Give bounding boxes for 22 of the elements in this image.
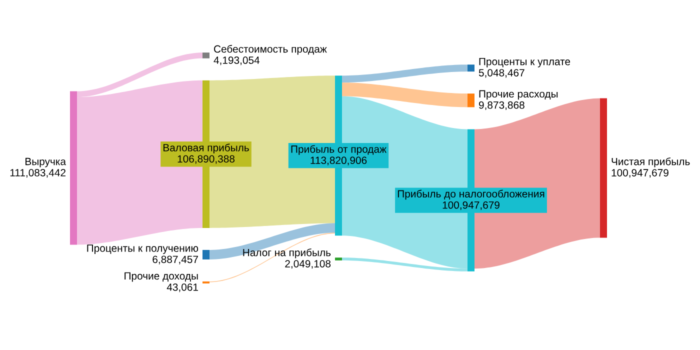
data-label: 4,193,054 <box>214 56 260 66</box>
category-label: Выручка <box>26 158 66 168</box>
data-label: 113,820,906 <box>310 156 367 166</box>
data-label: 111,083,442 <box>10 169 66 178</box>
data-label: 106,890,388 <box>178 155 235 164</box>
category-label: Прибыль от продаж <box>291 145 386 155</box>
data-label: 100,947,679 <box>612 169 668 178</box>
category-label: Прибыль до налогообложения <box>398 190 544 200</box>
data-label: 43,061 <box>166 283 198 292</box>
category-label: Прочие доходы <box>124 272 198 282</box>
category-label: Валовая прибыль <box>164 144 249 154</box>
category-label: Прочие расходы <box>479 90 558 100</box>
category-label: Чистая прибыль <box>612 157 690 168</box>
data-label: 5,048,467 <box>478 69 524 78</box>
category-label: Налог на прибыль <box>243 248 331 258</box>
category-label: Проценты к получению <box>87 244 198 254</box>
category-label: Себестоимость продаж <box>214 44 327 55</box>
data-label: 9,873,868 <box>478 101 524 110</box>
data-label: 6,887,457 <box>152 256 198 264</box>
data-label: 2,049,108 <box>285 260 331 269</box>
category-label: Проценты к уплате <box>479 58 570 68</box>
data-label: 100,947,679 <box>442 201 500 210</box>
